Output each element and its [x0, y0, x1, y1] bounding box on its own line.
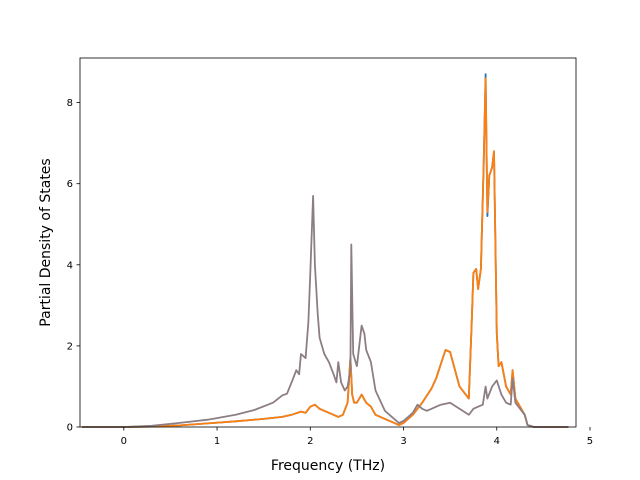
x-tick-label: 2: [307, 436, 313, 447]
x-tick-label: 3: [400, 436, 406, 447]
x-tick-label: 5: [587, 436, 593, 447]
y-tick-label: 6: [67, 179, 73, 190]
y-axis-label: Partial Density of States: [38, 158, 54, 326]
y-tick-label: 8: [67, 98, 73, 109]
plot-lines: [81, 73, 569, 428]
x-axis-label: Frequency (THz): [271, 458, 385, 474]
series-line-2: [81, 77, 569, 428]
y-tick-label: 2: [67, 341, 73, 352]
x-tick-label: 1: [214, 436, 220, 447]
axes-frame: [79, 57, 577, 428]
x-tick-label: 0: [121, 436, 127, 447]
x-tick-label: 4: [494, 436, 500, 447]
y-axis-ticks: 0 2 4 6 8: [67, 98, 80, 434]
x-axis-ticks: 0 1 2 3 4 5: [121, 427, 593, 447]
y-tick-label: 0: [67, 423, 73, 434]
series-line-3: [81, 194, 569, 428]
y-tick-label: 4: [67, 260, 73, 271]
